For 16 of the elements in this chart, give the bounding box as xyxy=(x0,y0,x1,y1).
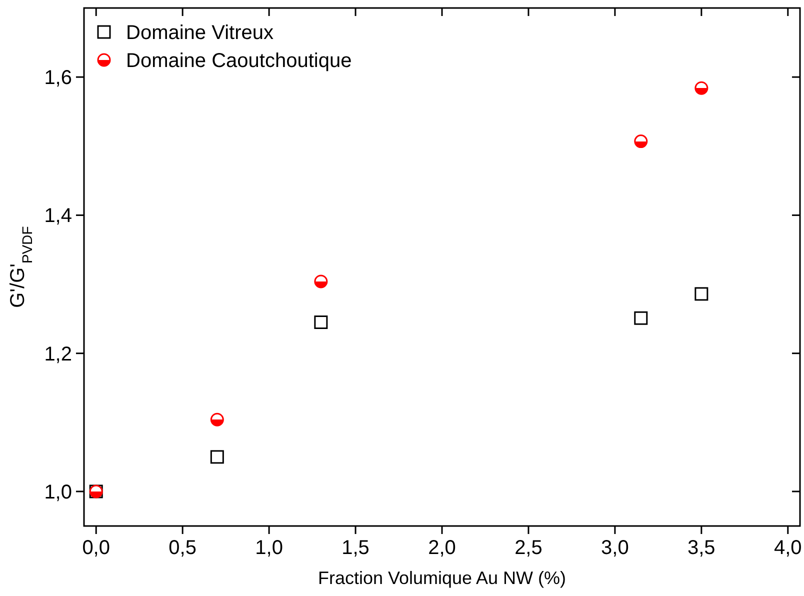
y-tick-label: 1,2 xyxy=(44,343,72,366)
x-tick-label: 2,5 xyxy=(514,537,542,559)
x-tick-label: 0,0 xyxy=(82,537,110,559)
x-tick-label: 1,5 xyxy=(342,537,370,559)
legend-label: Domaine Caoutchoutique xyxy=(126,50,352,72)
x-tick-label: 4,0 xyxy=(774,537,802,559)
y-tick-label: 1,0 xyxy=(44,481,72,504)
x-tick-label: 3,0 xyxy=(601,537,629,559)
x-tick-label: 1,0 xyxy=(255,537,283,559)
x-axis-title: Fraction Volumique Au NW (%) xyxy=(318,568,566,588)
x-tick-label: 0,5 xyxy=(168,537,196,559)
y-tick-label: 1,4 xyxy=(44,205,72,228)
y-tick-label: 1,6 xyxy=(44,67,72,90)
x-tick-label: 3,5 xyxy=(688,537,716,559)
legend-label: Domaine Vitreux xyxy=(126,22,274,44)
x-tick-label: 2,0 xyxy=(428,537,456,559)
